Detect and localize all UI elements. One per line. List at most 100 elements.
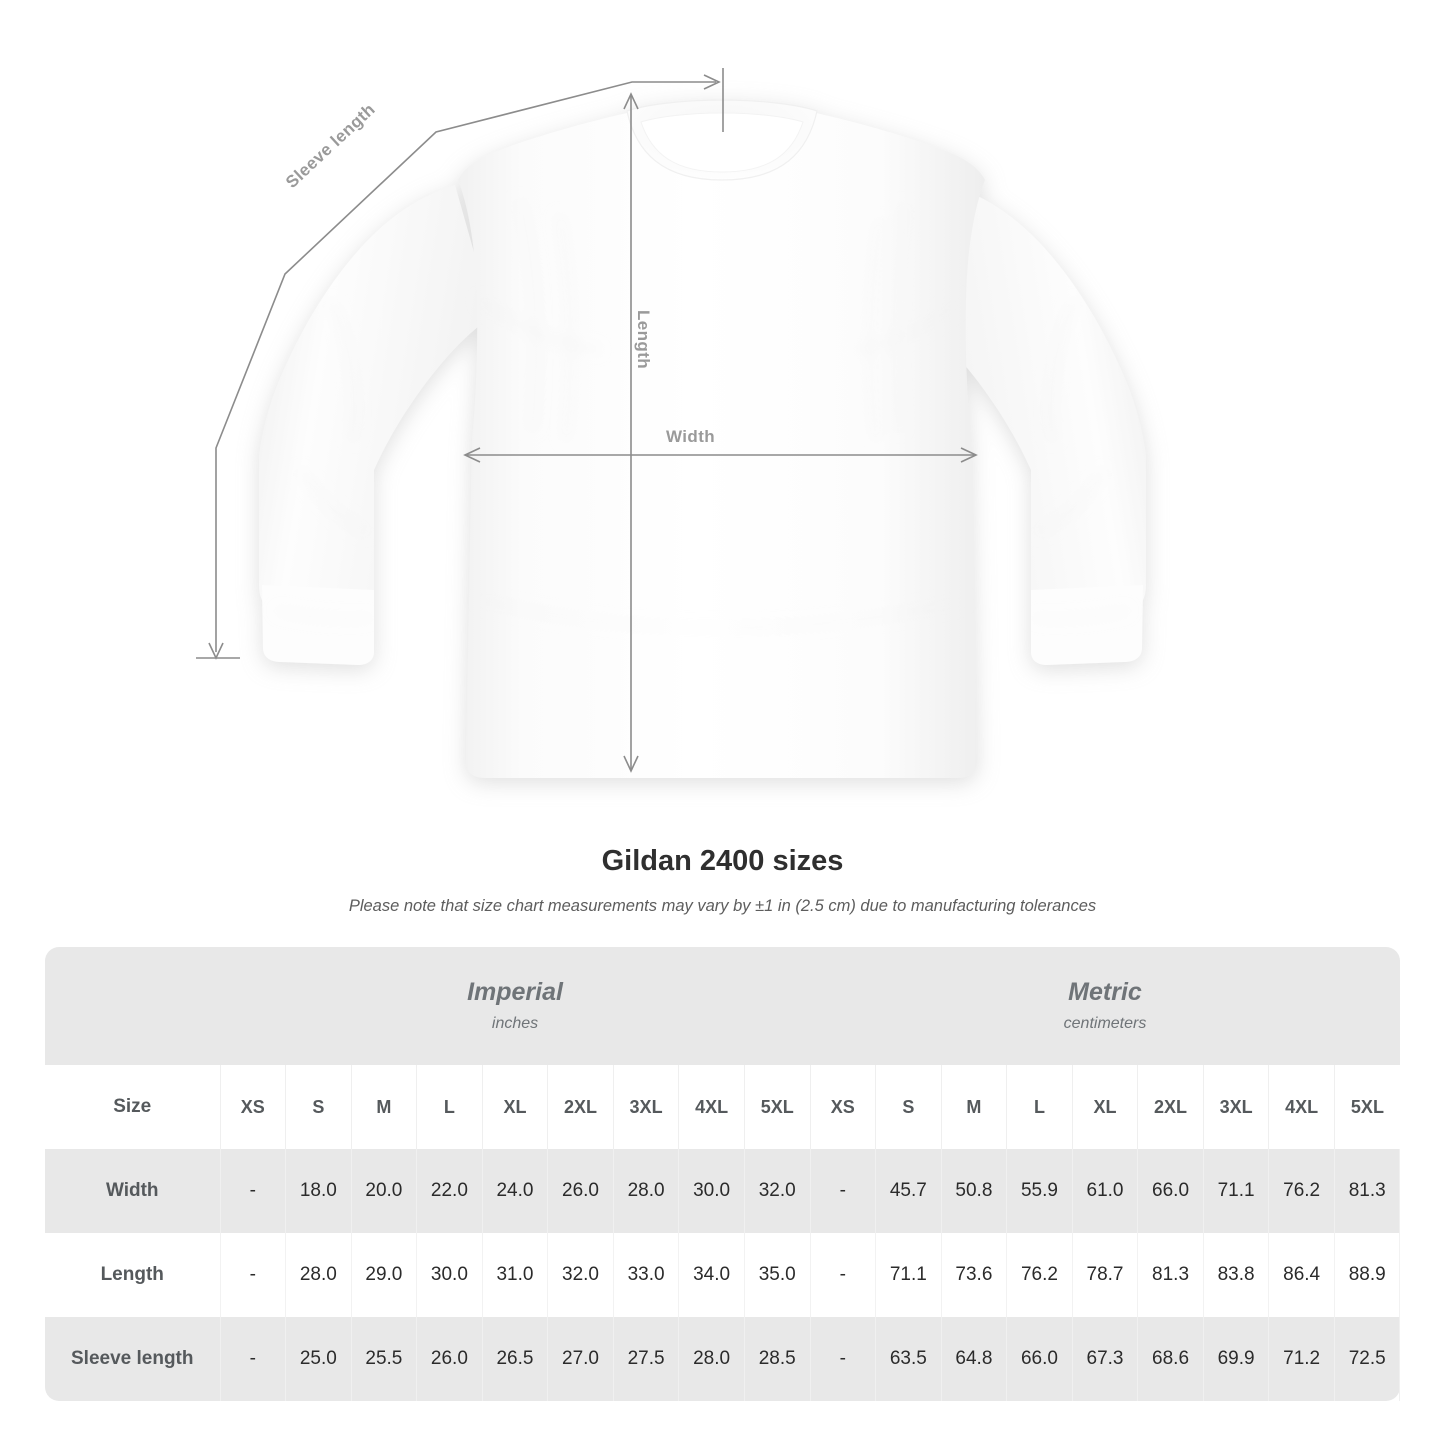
column-header-l: L bbox=[1006, 1065, 1073, 1149]
table-cell: 69.9 bbox=[1203, 1317, 1270, 1401]
column-header-4xl: 4XL bbox=[1268, 1065, 1335, 1149]
table-cell: 25.0 bbox=[285, 1317, 352, 1401]
sleeve-length-dimension-line bbox=[215, 81, 716, 652]
column-header-m: M bbox=[351, 1065, 418, 1149]
length-label: Length bbox=[634, 310, 653, 370]
table-cell: 71.2 bbox=[1268, 1317, 1335, 1401]
table-cell: 34.0 bbox=[678, 1233, 745, 1317]
table-cell: - bbox=[220, 1149, 287, 1233]
table-cell: 32.0 bbox=[547, 1233, 614, 1317]
size-chart-table: Imperial inches Metric centimeters Size XS S M L… bbox=[45, 947, 1401, 1401]
table-cell: 45.7 bbox=[875, 1149, 942, 1233]
column-header-3xl: 3XL bbox=[613, 1065, 680, 1149]
table-cell: 18.0 bbox=[285, 1149, 352, 1233]
unit-group-metric: Metric centimeters bbox=[810, 947, 1400, 1065]
table-cell: - bbox=[810, 1233, 877, 1317]
table-cell: 27.5 bbox=[613, 1317, 680, 1401]
shirt-silhouette bbox=[259, 99, 1146, 778]
table-cell: - bbox=[810, 1149, 877, 1233]
table-cell: 66.0 bbox=[1006, 1317, 1073, 1401]
table-cell: 81.3 bbox=[1137, 1233, 1204, 1317]
table-cell: 68.6 bbox=[1137, 1317, 1204, 1401]
table-cell: 81.3 bbox=[1334, 1149, 1401, 1233]
unit-banner-row: Imperial inches Metric centimeters bbox=[45, 947, 1400, 1065]
table-row: Width -18.0 20.0 22.0 24.0 26.0 28.0 30.0 32.0-4… bbox=[45, 1149, 1401, 1233]
unit-group-subtitle: centimeters bbox=[1063, 1015, 1147, 1032]
column-header-size: Size bbox=[45, 1065, 221, 1149]
column-header-5xl: 5XL bbox=[1334, 1065, 1400, 1149]
table-cell: 76.2 bbox=[1006, 1233, 1073, 1317]
row-header-width: Width bbox=[45, 1149, 221, 1233]
table-cell: 63.5 bbox=[875, 1317, 942, 1401]
table-cell: 28.0 bbox=[613, 1149, 680, 1233]
table-cell: 67.3 bbox=[1072, 1317, 1139, 1401]
column-header-m: M bbox=[941, 1065, 1008, 1149]
table-cell: 28.5 bbox=[744, 1317, 811, 1401]
table-cell: 35.0 bbox=[744, 1233, 811, 1317]
table-cell: 55.9 bbox=[1006, 1149, 1073, 1233]
table-cell: 88.9 bbox=[1334, 1233, 1401, 1317]
table-cell: 26.5 bbox=[482, 1317, 549, 1401]
column-header-xl: XL bbox=[1072, 1065, 1139, 1149]
column-header-xl: XL bbox=[482, 1065, 549, 1149]
table-cell: 73.6 bbox=[941, 1233, 1008, 1317]
long-sleeve-shirt-svg bbox=[196, 68, 1146, 778]
row-header-sleeve-length: Sleeve length bbox=[45, 1317, 221, 1401]
table-cell: 31.0 bbox=[482, 1233, 549, 1317]
column-header-xs: XS bbox=[220, 1065, 287, 1149]
table-cell: 27.0 bbox=[547, 1317, 614, 1401]
table-cell: 78.7 bbox=[1072, 1233, 1139, 1317]
table-cell: 30.0 bbox=[678, 1149, 745, 1233]
dimension-lines bbox=[196, 68, 978, 773]
unit-banner-spacer bbox=[45, 947, 220, 1065]
table-cell: - bbox=[220, 1233, 287, 1317]
column-header-s: S bbox=[875, 1065, 942, 1149]
table-cell: 32.0 bbox=[744, 1149, 811, 1233]
column-header-2xl: 2XL bbox=[547, 1065, 614, 1149]
table-row: Length -28.0 29.0 30.0 31.0 32.0 33.0 34.0 35.0-… bbox=[45, 1233, 1401, 1317]
unit-group-name: Imperial bbox=[467, 978, 563, 1006]
table-cell: 22.0 bbox=[416, 1149, 483, 1233]
table-cell: 61.0 bbox=[1072, 1149, 1139, 1233]
table-cell: - bbox=[220, 1317, 287, 1401]
size-chart-table-container: Imperial inches Metric centimeters Size XS S M L… bbox=[45, 947, 1401, 1401]
table-cell: 25.5 bbox=[351, 1317, 418, 1401]
table-cell: 28.0 bbox=[678, 1317, 745, 1401]
column-header-s: S bbox=[285, 1065, 352, 1149]
table-cell: 28.0 bbox=[285, 1233, 352, 1317]
table-cell: 30.0 bbox=[416, 1233, 483, 1317]
table-cell: 72.5 bbox=[1334, 1317, 1401, 1401]
column-header-xs: XS bbox=[810, 1065, 877, 1149]
table-cell: 66.0 bbox=[1137, 1149, 1204, 1233]
table-cell: 83.8 bbox=[1203, 1233, 1270, 1317]
unit-group-subtitle: inches bbox=[491, 1015, 539, 1032]
table-cell: 71.1 bbox=[875, 1233, 942, 1317]
page-title: Gildan 2400 sizes bbox=[601, 845, 844, 877]
table-cell: 26.0 bbox=[547, 1149, 614, 1233]
table-cell: 24.0 bbox=[482, 1149, 549, 1233]
table-cell: 33.0 bbox=[613, 1233, 680, 1317]
unit-group-name: Metric bbox=[1068, 978, 1142, 1006]
table-cell: 71.1 bbox=[1203, 1149, 1270, 1233]
table-cell: 86.4 bbox=[1268, 1233, 1335, 1317]
row-header-length: Length bbox=[45, 1233, 221, 1317]
column-header-l: L bbox=[416, 1065, 483, 1149]
fabric-creases bbox=[299, 199, 1106, 534]
table-row: Sleeve length -25.0 25.5 26.0 26.5 27.0 27.5 28… bbox=[45, 1317, 1401, 1401]
column-header-4xl: 4XL bbox=[678, 1065, 745, 1149]
table-cell: 20.0 bbox=[351, 1149, 418, 1233]
table-cell: 76.2 bbox=[1268, 1149, 1335, 1233]
title-block: Gildan 2400 sizes Please note that size … bbox=[0, 843, 1445, 917]
column-header-3xl: 3XL bbox=[1203, 1065, 1270, 1149]
width-label: Width bbox=[666, 427, 716, 446]
table-cell: 29.0 bbox=[351, 1233, 418, 1317]
column-header-5xl: 5XL bbox=[744, 1065, 811, 1149]
table-cell: 64.8 bbox=[941, 1317, 1008, 1401]
table-cell: 50.8 bbox=[941, 1149, 1008, 1233]
unit-group-imperial: Imperial inches bbox=[220, 947, 811, 1065]
column-header-2xl: 2XL bbox=[1137, 1065, 1204, 1149]
size-header-row: Size XS S M L XL 2XL 3XL 4XL 5XL XS S M L XL 2XL 3XL 4XL 5… bbox=[45, 1065, 1400, 1149]
table-cell: 26.0 bbox=[416, 1317, 483, 1401]
garment-illustration: Sleeve length Length Width bbox=[196, 68, 1146, 778]
table-cell: - bbox=[810, 1317, 877, 1401]
